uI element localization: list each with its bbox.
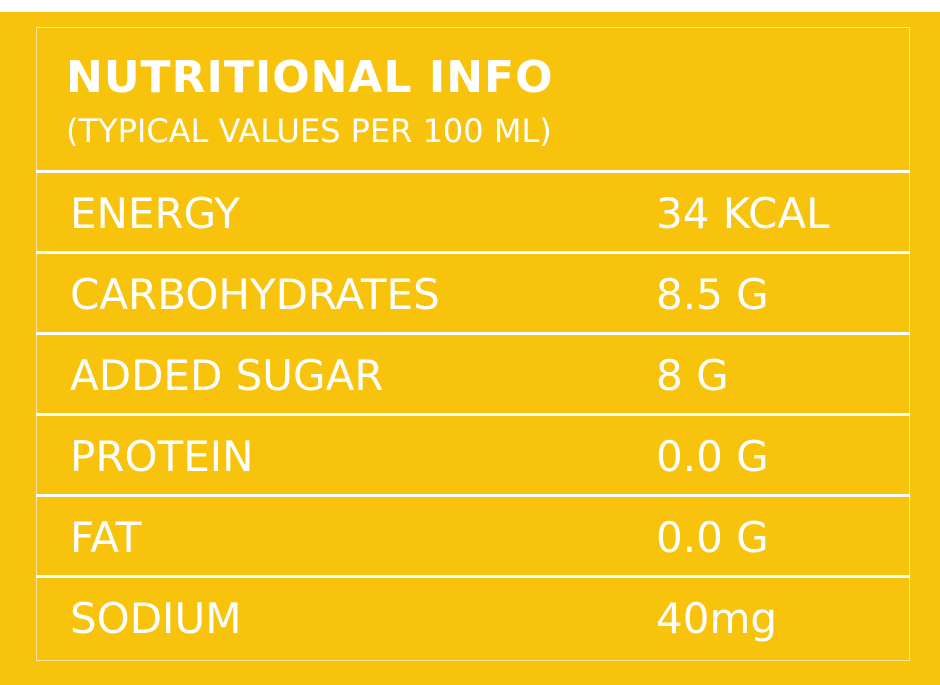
- table-row: FAT 0.0 G: [36, 494, 910, 574]
- nutrient-name: ENERGY: [70, 189, 240, 238]
- nutrient-value: 34 KCAL: [656, 189, 830, 238]
- nutrient-name: CARBOHYDRATES: [70, 270, 440, 319]
- table-row: ADDED SUGAR 8 G: [36, 332, 910, 412]
- table-row: SODIUM 40mg: [36, 575, 910, 655]
- table-row: CARBOHYDRATES 8.5 G: [36, 251, 910, 331]
- frame: [36, 27, 910, 661]
- nutrient-name: FAT: [70, 513, 142, 562]
- nutrient-value: 8 G: [656, 351, 729, 400]
- nutrient-value: 40mg: [656, 594, 778, 643]
- subtitle: (TYPICAL VALUES PER 100 ML): [66, 112, 552, 150]
- panel: [0, 12, 940, 685]
- nutrient-value: 8.5 G: [656, 270, 769, 319]
- title: NUTRITIONAL INFO: [66, 52, 554, 103]
- table-row: PROTEIN 0.0 G: [36, 413, 910, 493]
- table-row: ENERGY 34 KCAL: [36, 170, 910, 250]
- nutrient-name: ADDED SUGAR: [70, 351, 384, 400]
- nutrient-name: SODIUM: [70, 594, 242, 643]
- nutrient-value: 0.0 G: [656, 513, 769, 562]
- nutrient-value: 0.0 G: [656, 432, 769, 481]
- nutrient-name: PROTEIN: [70, 432, 254, 481]
